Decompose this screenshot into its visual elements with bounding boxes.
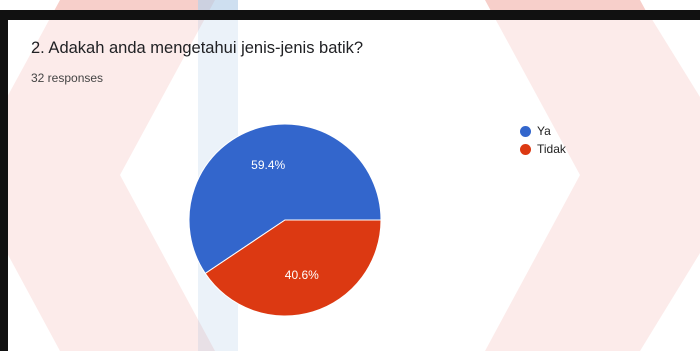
question-card: 2. Adakah anda mengetahui jenis-jenis ba… <box>8 20 700 351</box>
watermark-red-right-overlay <box>485 20 700 351</box>
chart-legend: Ya Tidak <box>520 122 566 158</box>
pie-slice-tidak[interactable] <box>204 219 382 317</box>
legend-label-ya: Ya <box>537 124 551 138</box>
legend-swatch-tidak <box>520 143 531 155</box>
legend-item-tidak: Tidak <box>520 140 566 158</box>
response-count: 32 responses <box>31 71 104 85</box>
pie-slice-ya[interactable] <box>188 123 382 275</box>
legend-label-tidak: Tidak <box>537 142 566 156</box>
pie-label-ya: 59.4% <box>251 158 285 172</box>
legend-swatch-ya <box>520 125 531 137</box>
watermark-red-left-overlay <box>8 20 215 351</box>
pie-label-tidak: 40.6% <box>285 268 319 282</box>
legend-item-ya: Ya <box>520 122 566 140</box>
question-title: 2. Adakah anda mengetahui jenis-jenis ba… <box>31 39 364 57</box>
pie-chart: 59.4% 40.6% <box>188 123 382 317</box>
